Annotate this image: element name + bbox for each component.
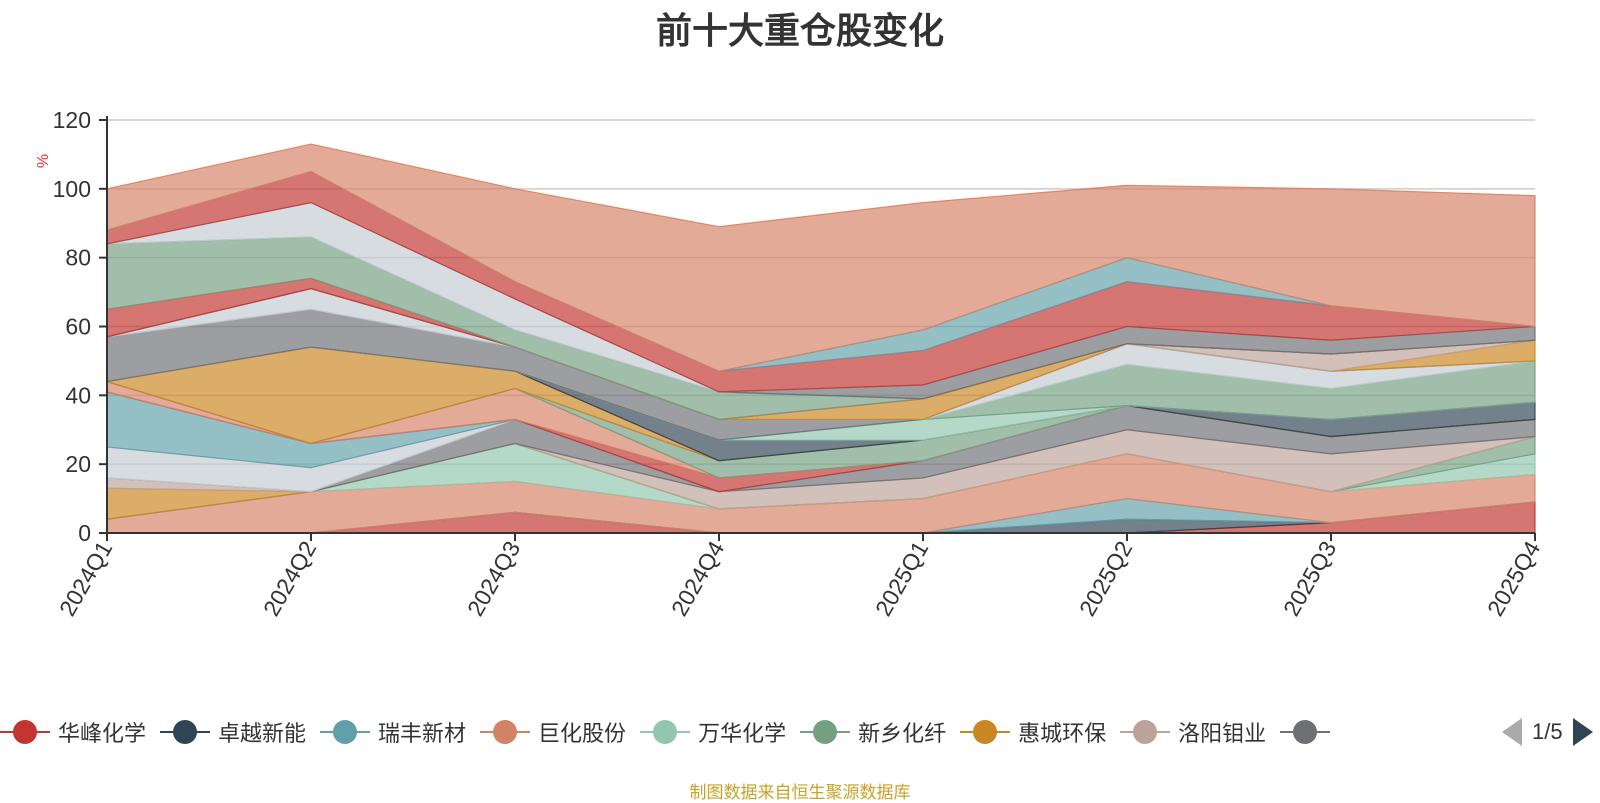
legend-item[interactable]: 洛阳钼业 [1120, 712, 1266, 752]
legend-label: 巨化股份 [538, 721, 627, 746]
x-tick-label: 2025Q4 [1482, 536, 1546, 620]
y-tick-label: 20 [65, 451, 91, 477]
y-tick-label: 100 [53, 176, 91, 202]
legend-swatch [800, 720, 851, 744]
area-series-group [106, 143, 1536, 534]
x-tick-label: 2025Q3 [1278, 537, 1341, 621]
legend-item[interactable]: 万华化学 [640, 712, 786, 752]
chart-title: 前十大重仓股变化 [655, 10, 944, 51]
y-tick-label: 120 [53, 107, 91, 133]
legend-label: 新乡化纤 [858, 721, 947, 746]
x-tick-label: 2024Q1 [54, 537, 117, 621]
y-tick-label: 60 [65, 314, 91, 340]
legend-item[interactable]: 华峰化学 [0, 712, 146, 752]
legend-swatch [480, 720, 531, 744]
legend-label: 华峰化学 [58, 721, 147, 746]
legend-item[interactable]: 惠城环保 [960, 712, 1106, 752]
legend-label: 卓越新能 [218, 721, 307, 746]
legend-label: 洛阳钼业 [1178, 721, 1267, 746]
legend-swatch [160, 720, 211, 744]
legend-swatch [1120, 720, 1171, 744]
legend-label: 惠城环保 [1018, 721, 1107, 746]
data-source-note: 制图数据来自恒生聚源数据库 [689, 783, 911, 802]
legend-item[interactable]: 卓越新能 [160, 712, 306, 752]
legend-item[interactable]: 巨化股份 [480, 712, 626, 752]
legend-item[interactable]: 瑞丰新材 [320, 712, 466, 752]
legend-swatch [1280, 720, 1331, 744]
legend-item-truncated[interactable] [1280, 712, 1331, 752]
legend-swatch [0, 720, 50, 744]
area-series-29[interactable] [106, 143, 1536, 372]
x-tick-label: 2025Q2 [1074, 537, 1137, 621]
legend-pager: 1/5 [1498, 712, 1600, 752]
legend-label: 瑞丰新材 [378, 721, 467, 746]
legend-swatch [640, 720, 691, 744]
legend-next-page-icon[interactable] [1572, 718, 1593, 746]
y-tick-label: 80 [65, 245, 91, 271]
chart-legend: 华峰化学 卓越新能 瑞丰新材 巨化股份 万华化学 新乡化纤 惠城环保 洛阳钼业 [0, 712, 1490, 752]
x-tick-label: 2024Q3 [462, 537, 525, 621]
legend-label: 万华化学 [698, 721, 787, 746]
x-tick-label: 2024Q2 [258, 537, 321, 621]
x-tick-label: 2025Q1 [870, 537, 933, 621]
y-tick-label: 0 [78, 520, 91, 546]
legend-page-indicator: 1/5 [1532, 719, 1563, 744]
legend-swatch [960, 720, 1011, 744]
legend-swatch [320, 720, 371, 744]
x-tick-label: 2024Q4 [666, 536, 730, 620]
y-axis-unit-label: % [35, 154, 52, 168]
legend-item[interactable]: 新乡化纤 [800, 712, 946, 752]
legend-prev-page-icon[interactable] [1502, 718, 1522, 746]
y-tick-label: 40 [65, 382, 91, 408]
